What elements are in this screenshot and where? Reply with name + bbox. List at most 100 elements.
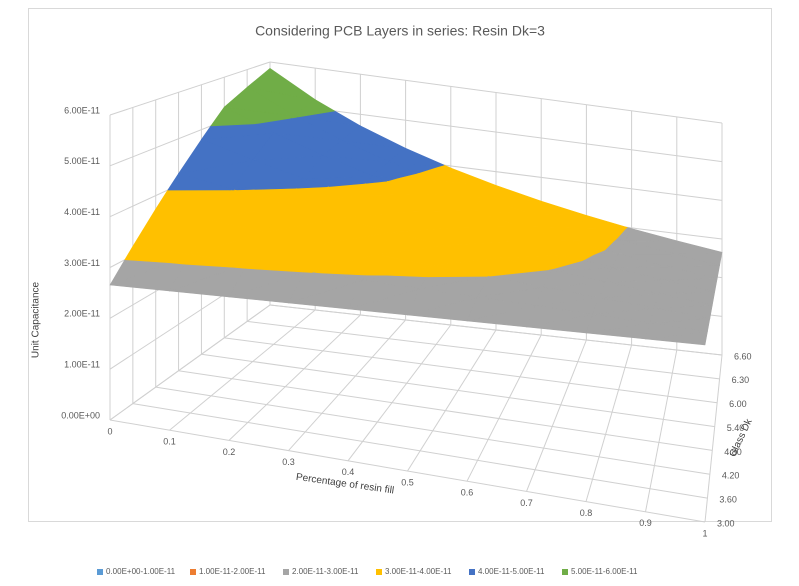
legend-label: 1.00E-11-2.00E-11 [199,567,266,576]
surface-patch [231,159,305,190]
surface-patch [338,195,408,219]
legend-swatch [283,569,289,575]
x-tick-label: 0.5 [401,477,414,487]
legend-label: 2.00E-11-3.00E-11 [292,567,359,576]
surface-patch [663,266,718,281]
z-axis-title: Unit Capacitance [31,281,42,358]
surface-patch [618,240,673,255]
surface-patch [624,228,678,242]
surface-patch [247,231,323,264]
surface-patch [509,225,570,242]
floor-grid-line [466,334,542,482]
legend-swatch [376,569,382,575]
surface-patch [223,86,295,117]
legend-swatch [562,569,568,575]
surface-patch [421,180,484,199]
z-tick-label: 5.00E-11 [64,156,100,166]
floor-grid-line [228,314,361,441]
x-tick-label: 0.8 [580,508,593,518]
surface-patch [391,211,459,233]
surface-patch [178,139,254,174]
surface-patch [577,215,628,229]
surface-patch [252,132,324,161]
depth-tick-label: 5.40 [727,423,745,433]
legend-swatch [190,569,196,575]
depth-tick-label: 4.80 [724,447,742,457]
surface-patch [466,296,536,322]
floor-grid-line [109,419,706,523]
surface-patch [649,307,711,324]
surface-patch [365,175,388,184]
x-tick-label: 0.1 [163,437,176,447]
surface [109,68,723,346]
surface-patch [304,271,313,273]
surface-patch [406,193,472,213]
legend-label: 4.00E-11-5.00E-11 [478,567,545,576]
surface-patch [470,197,531,214]
surface-patch [432,245,500,266]
floor-grid-line [347,324,452,462]
surface-patch [294,99,336,117]
floor-grid-line [201,353,715,428]
surface-patch [167,173,233,191]
x-tick-label: 0.7 [520,498,533,508]
surface-patch [291,115,298,119]
back-wall-grid-line [269,102,723,163]
floor-grid-line [155,386,710,475]
surface-patch [585,314,651,334]
left-wall-grid-line [109,304,271,421]
z-tick-label: 0.00E+00 [61,410,100,420]
chart-title: Considering PCB Layers in series: Resin … [255,23,545,39]
x-tick-label: 0 [107,426,112,436]
depth-tick-label: 6.60 [734,351,752,361]
legend-label: 0.00E+00-1.00E-11 [106,567,176,576]
floor-grid-line [645,349,678,512]
surface-patch [483,185,542,202]
floor-grid-line [288,319,406,451]
z-tick-label: 3.00E-11 [64,258,100,268]
x-tick-label: 0.4 [342,467,355,477]
surface-patch [365,254,434,276]
surface-patch [407,288,478,316]
x-tick-label: 0.9 [639,518,652,528]
surface-patch [341,125,406,149]
surface-patch [519,213,579,229]
surface-patch [124,245,191,264]
surface-patch [658,279,716,295]
surface-patch [210,106,257,127]
x-tick-label: 0.3 [282,457,295,467]
left-wall-grid-line [109,61,271,116]
surface-patch [645,322,708,340]
surface-patch [598,281,660,298]
surface-patch [487,257,550,277]
surface-patch [543,270,606,288]
legend-label: 5.00E-11-6.00E-11 [571,567,638,576]
floor-grid-line [585,344,633,502]
x-tick-label: 0.2 [223,447,236,457]
surface-patch [477,276,544,298]
surface-patch [552,254,584,270]
floor-grid-line [132,403,708,499]
surface-patch [184,254,249,268]
surface-patch [667,253,720,267]
surface-patch [560,240,605,256]
surface-patch [605,267,664,283]
floor-grid-line [224,337,718,404]
x-tick-label: 1 [702,528,707,538]
surface-patch [371,161,418,179]
floor-grid-line [526,339,587,492]
surface-patch [296,178,328,189]
surface-patch [388,148,445,168]
depth-tick-label: 6.00 [729,399,747,409]
surface-patch [457,210,521,228]
depth-tick-label: 6.30 [732,375,750,385]
surface-patch [435,167,497,186]
legend-swatch [469,569,475,575]
surface-patch [231,189,235,191]
surface-patch [530,200,587,216]
z-tick-label: 6.00E-11 [64,105,100,115]
depth-tick-label: 4.20 [722,471,740,481]
surface-patch [672,240,723,255]
surface-patch [445,226,510,246]
